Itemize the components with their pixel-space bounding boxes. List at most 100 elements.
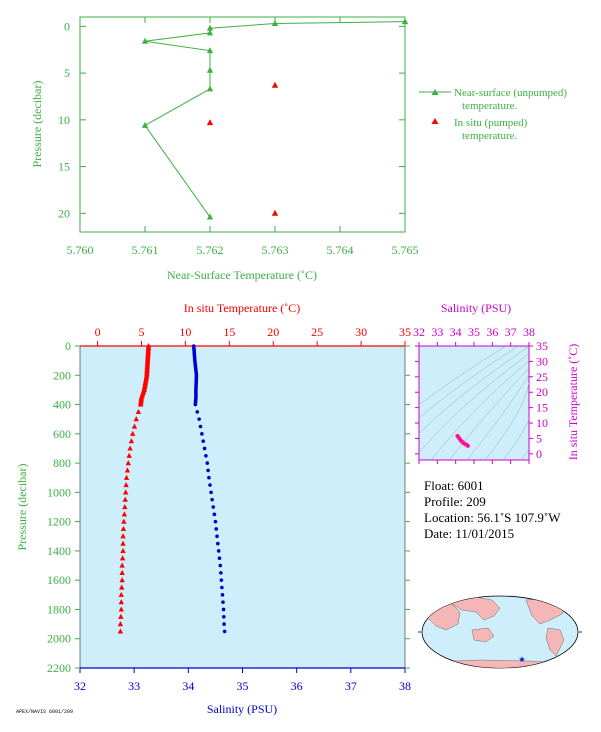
ns-x-tick-label: 5.765: [392, 243, 419, 257]
ts-density-contour: [419, 346, 507, 406]
pr-y-tick-label: 1600: [47, 573, 71, 587]
pr-sal-point: [209, 490, 213, 495]
pr-temp-point: [125, 460, 132, 466]
ns-y-tick-label: 10: [58, 113, 70, 127]
ts-x-tick-label: 38: [523, 325, 535, 339]
near-surface-y-axis: 0 5 10 15 20: [58, 19, 405, 220]
legend-unpumped-marker: [431, 89, 439, 95]
pr-temp-point: [118, 606, 124, 612]
legend-pumped-label-2: temperature.: [462, 130, 518, 142]
pr-temp-point: [119, 555, 126, 561]
pr-sal-point: [220, 585, 224, 590]
ts-y-tick-label: 10: [536, 416, 548, 430]
pr-temp-point: [120, 540, 126, 546]
pr-sal-point: [218, 563, 223, 568]
ts-y-tick-label: 15: [536, 401, 548, 415]
pr-temp-point: [118, 613, 124, 619]
pr-y-tick-label: 200: [53, 368, 71, 382]
ns-unpumped-point: [206, 213, 214, 220]
pr-temp-point: [127, 445, 133, 451]
pr-temp-point: [131, 423, 138, 429]
ts-x-tick-label: 32: [413, 325, 425, 339]
pr-sal-point: [200, 432, 204, 436]
pr-temp-tick-label: 5: [138, 325, 144, 339]
pr-temp-point: [121, 511, 128, 517]
pr-temp-point: [119, 577, 125, 583]
ts-point: [457, 436, 461, 441]
pr-y-tick-label: 0: [65, 339, 71, 353]
legend-unpumped-label-2: temperature.: [462, 100, 518, 112]
ts-y-tick-label: 30: [536, 354, 548, 368]
ns-x-tick-label: 5.764: [327, 243, 354, 257]
pr-sal-point: [213, 519, 218, 524]
pr-temp-tick-label: 15: [223, 325, 235, 339]
legend-unpumped-label: Near-surface (unpumped): [454, 87, 567, 99]
pr-sal-point: [208, 483, 212, 487]
pr-sal-point: [215, 534, 219, 539]
ns-unpumped-point: [401, 18, 409, 25]
ts-y-label: In situ Temperature (˚C): [566, 344, 580, 461]
near-surface-plot-frame: [79, 16, 406, 233]
pr-sal-point: [206, 468, 210, 473]
profile-top-x-label: In situ Temperature (˚C): [184, 301, 301, 315]
pr-y-tick-label: 800: [53, 456, 71, 470]
pr-sal-tick-label: 37: [345, 679, 357, 693]
ts-plot-area: [418, 345, 530, 461]
ts-density-contours: [419, 346, 529, 460]
pr-temp-point: [119, 562, 125, 568]
pr-sal-point: [201, 439, 206, 443]
near-surface-chart: 5.760 5.761 5.762 5.763 5.764 5.765 05101520 …: [30, 16, 567, 282]
map-land-south-america: [545, 627, 565, 657]
near-surface-x-label: Near-Surface Temperature (˚C): [167, 268, 317, 282]
pr-temp-tick-label: 10: [179, 325, 191, 339]
pr-sal-point: [221, 600, 225, 604]
pr-sal-point: [193, 402, 198, 407]
profile-marks: [117, 343, 227, 634]
ns-unpumped-point: [206, 66, 214, 73]
ns-unpumped-point: [206, 29, 214, 36]
pr-temp-point: [123, 482, 129, 488]
legend-pumped-marker: [431, 118, 439, 124]
pr-temp-point: [120, 525, 127, 532]
ns-y-tick-label: 15: [58, 160, 70, 174]
ts-x-tick-label: 33: [431, 325, 443, 339]
float-info: Float: 6001 Profile: 209 Location: 56.1˚…: [424, 478, 560, 542]
ns-pumped-point: [271, 209, 279, 216]
ns-pumped-point: [206, 119, 214, 126]
profile-y-label: Pressure (decibar): [15, 464, 29, 551]
location: Location: 56.1˚S 107.9˚W: [424, 510, 561, 525]
pr-temp-point: [128, 438, 135, 444]
pr-temp-point: [117, 628, 124, 634]
pr-sal-point: [198, 424, 203, 429]
ts-point: [466, 444, 470, 448]
pr-y-tick-label: 2000: [47, 632, 71, 646]
pr-temp-point: [122, 504, 128, 510]
pr-temp-point: [120, 547, 126, 554]
pr-sal-point: [216, 541, 220, 546]
pr-sal-point: [222, 622, 226, 626]
float-number: Float: 6001: [424, 478, 484, 493]
pr-temp-point: [121, 518, 127, 524]
pr-y-tick-label: 600: [53, 427, 71, 441]
ts-x-tick-label: 37: [505, 325, 517, 339]
ts-y-tick-label: 20: [536, 385, 548, 399]
pr-sal-point: [211, 505, 216, 509]
pr-sal-tick-label: 38: [399, 679, 411, 693]
pr-sal-point: [222, 614, 226, 619]
ts-density-contour: [520, 396, 529, 460]
ts-density-contour: [419, 346, 529, 434]
ns-x-tick-label: 5.760: [67, 243, 94, 257]
pr-temp-tick-label: 30: [355, 325, 367, 339]
ns-unpumped-point: [141, 37, 149, 44]
ts-density-contour: [466, 375, 529, 460]
ns-x-tick-label: 5.762: [197, 243, 224, 257]
ts-y-tick-label: 25: [536, 370, 548, 384]
ts-x-tick-label: 34: [450, 325, 462, 339]
pr-y-tick-label: 1400: [47, 544, 71, 558]
footer-id: APEX/NAVIS 6001/209: [16, 709, 74, 715]
map-land-antarctica: [427, 659, 573, 668]
ts-point: [455, 434, 460, 438]
